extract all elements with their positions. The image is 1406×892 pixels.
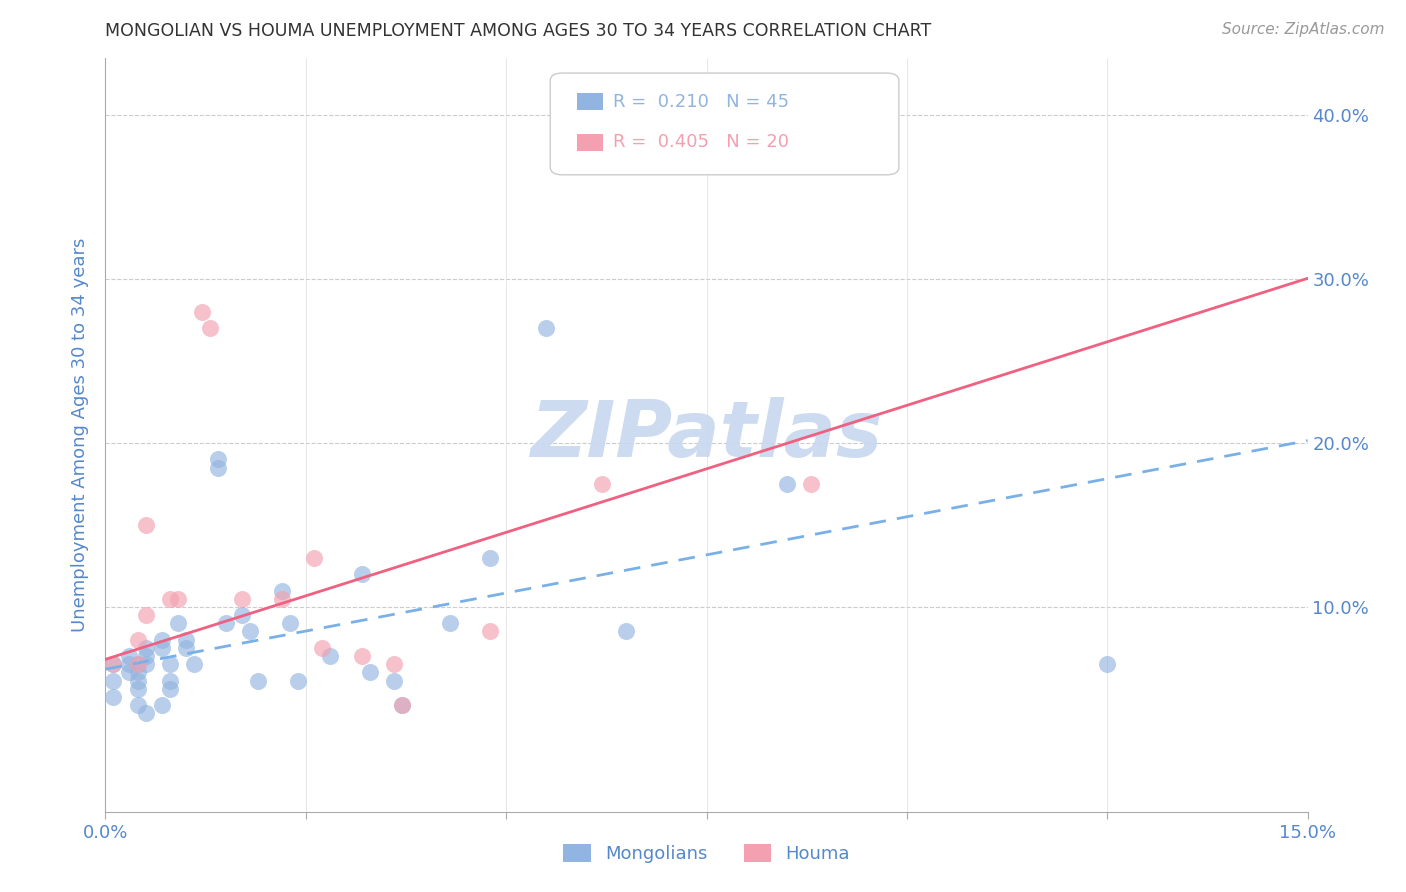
Point [135, 608, 157, 623]
Point [270, 583, 292, 598]
Point [135, 648, 157, 663]
Text: ZIPatlas: ZIPatlas [530, 397, 883, 473]
Point [616, 624, 638, 639]
Point [135, 657, 157, 672]
Point [159, 657, 181, 672]
Point [127, 698, 149, 713]
Point [246, 673, 269, 688]
Point [382, 673, 405, 688]
Point [159, 681, 181, 696]
Text: R =  0.210   N = 45: R = 0.210 N = 45 [613, 93, 789, 111]
Point [127, 632, 149, 647]
Point [166, 591, 188, 606]
Point [239, 624, 262, 639]
Point [103, 673, 125, 688]
Point [103, 657, 125, 672]
Point [479, 550, 502, 565]
Point [382, 657, 405, 672]
FancyBboxPatch shape [550, 73, 898, 175]
Point [207, 452, 229, 467]
Point [359, 665, 381, 680]
Legend: Mongolians, Houma: Mongolians, Houma [557, 837, 856, 871]
Point [183, 657, 205, 672]
FancyBboxPatch shape [576, 94, 603, 110]
Point [118, 648, 141, 663]
Point [127, 673, 149, 688]
Point [103, 657, 125, 672]
Point [287, 673, 309, 688]
Point [207, 460, 229, 475]
Point [270, 591, 292, 606]
Point [534, 321, 557, 335]
Point [150, 640, 173, 655]
Point [150, 632, 173, 647]
Point [103, 690, 125, 704]
Point [118, 657, 141, 672]
Point [479, 624, 502, 639]
Point [127, 665, 149, 680]
FancyBboxPatch shape [576, 134, 603, 151]
Point [319, 648, 342, 663]
Point [439, 616, 461, 631]
Point [135, 518, 157, 533]
Point [591, 477, 613, 491]
Point [350, 648, 373, 663]
Point [127, 657, 149, 672]
Point [118, 665, 141, 680]
Point [190, 305, 212, 319]
Point [174, 632, 197, 647]
Point [800, 477, 823, 491]
Point [350, 567, 373, 582]
Point [1097, 657, 1119, 672]
Point [150, 698, 173, 713]
Point [391, 698, 413, 713]
Point [135, 706, 157, 721]
Point [231, 591, 253, 606]
Point [159, 673, 181, 688]
Text: MONGOLIAN VS HOUMA UNEMPLOYMENT AMONG AGES 30 TO 34 YEARS CORRELATION CHART: MONGOLIAN VS HOUMA UNEMPLOYMENT AMONG AG… [105, 22, 932, 40]
Point [391, 698, 413, 713]
Text: R =  0.405   N = 20: R = 0.405 N = 20 [613, 134, 789, 152]
Point [278, 616, 301, 631]
Point [214, 616, 236, 631]
Y-axis label: Unemployment Among Ages 30 to 34 years: Unemployment Among Ages 30 to 34 years [72, 237, 90, 632]
Point [127, 657, 149, 672]
Point [231, 608, 253, 623]
Point [166, 616, 188, 631]
Point [174, 640, 197, 655]
Point [311, 640, 333, 655]
Text: Source: ZipAtlas.com: Source: ZipAtlas.com [1222, 22, 1385, 37]
Point [776, 477, 799, 491]
Point [127, 681, 149, 696]
Point [159, 591, 181, 606]
Point [198, 321, 221, 335]
Point [302, 550, 325, 565]
Point [135, 640, 157, 655]
Point [839, 108, 862, 122]
